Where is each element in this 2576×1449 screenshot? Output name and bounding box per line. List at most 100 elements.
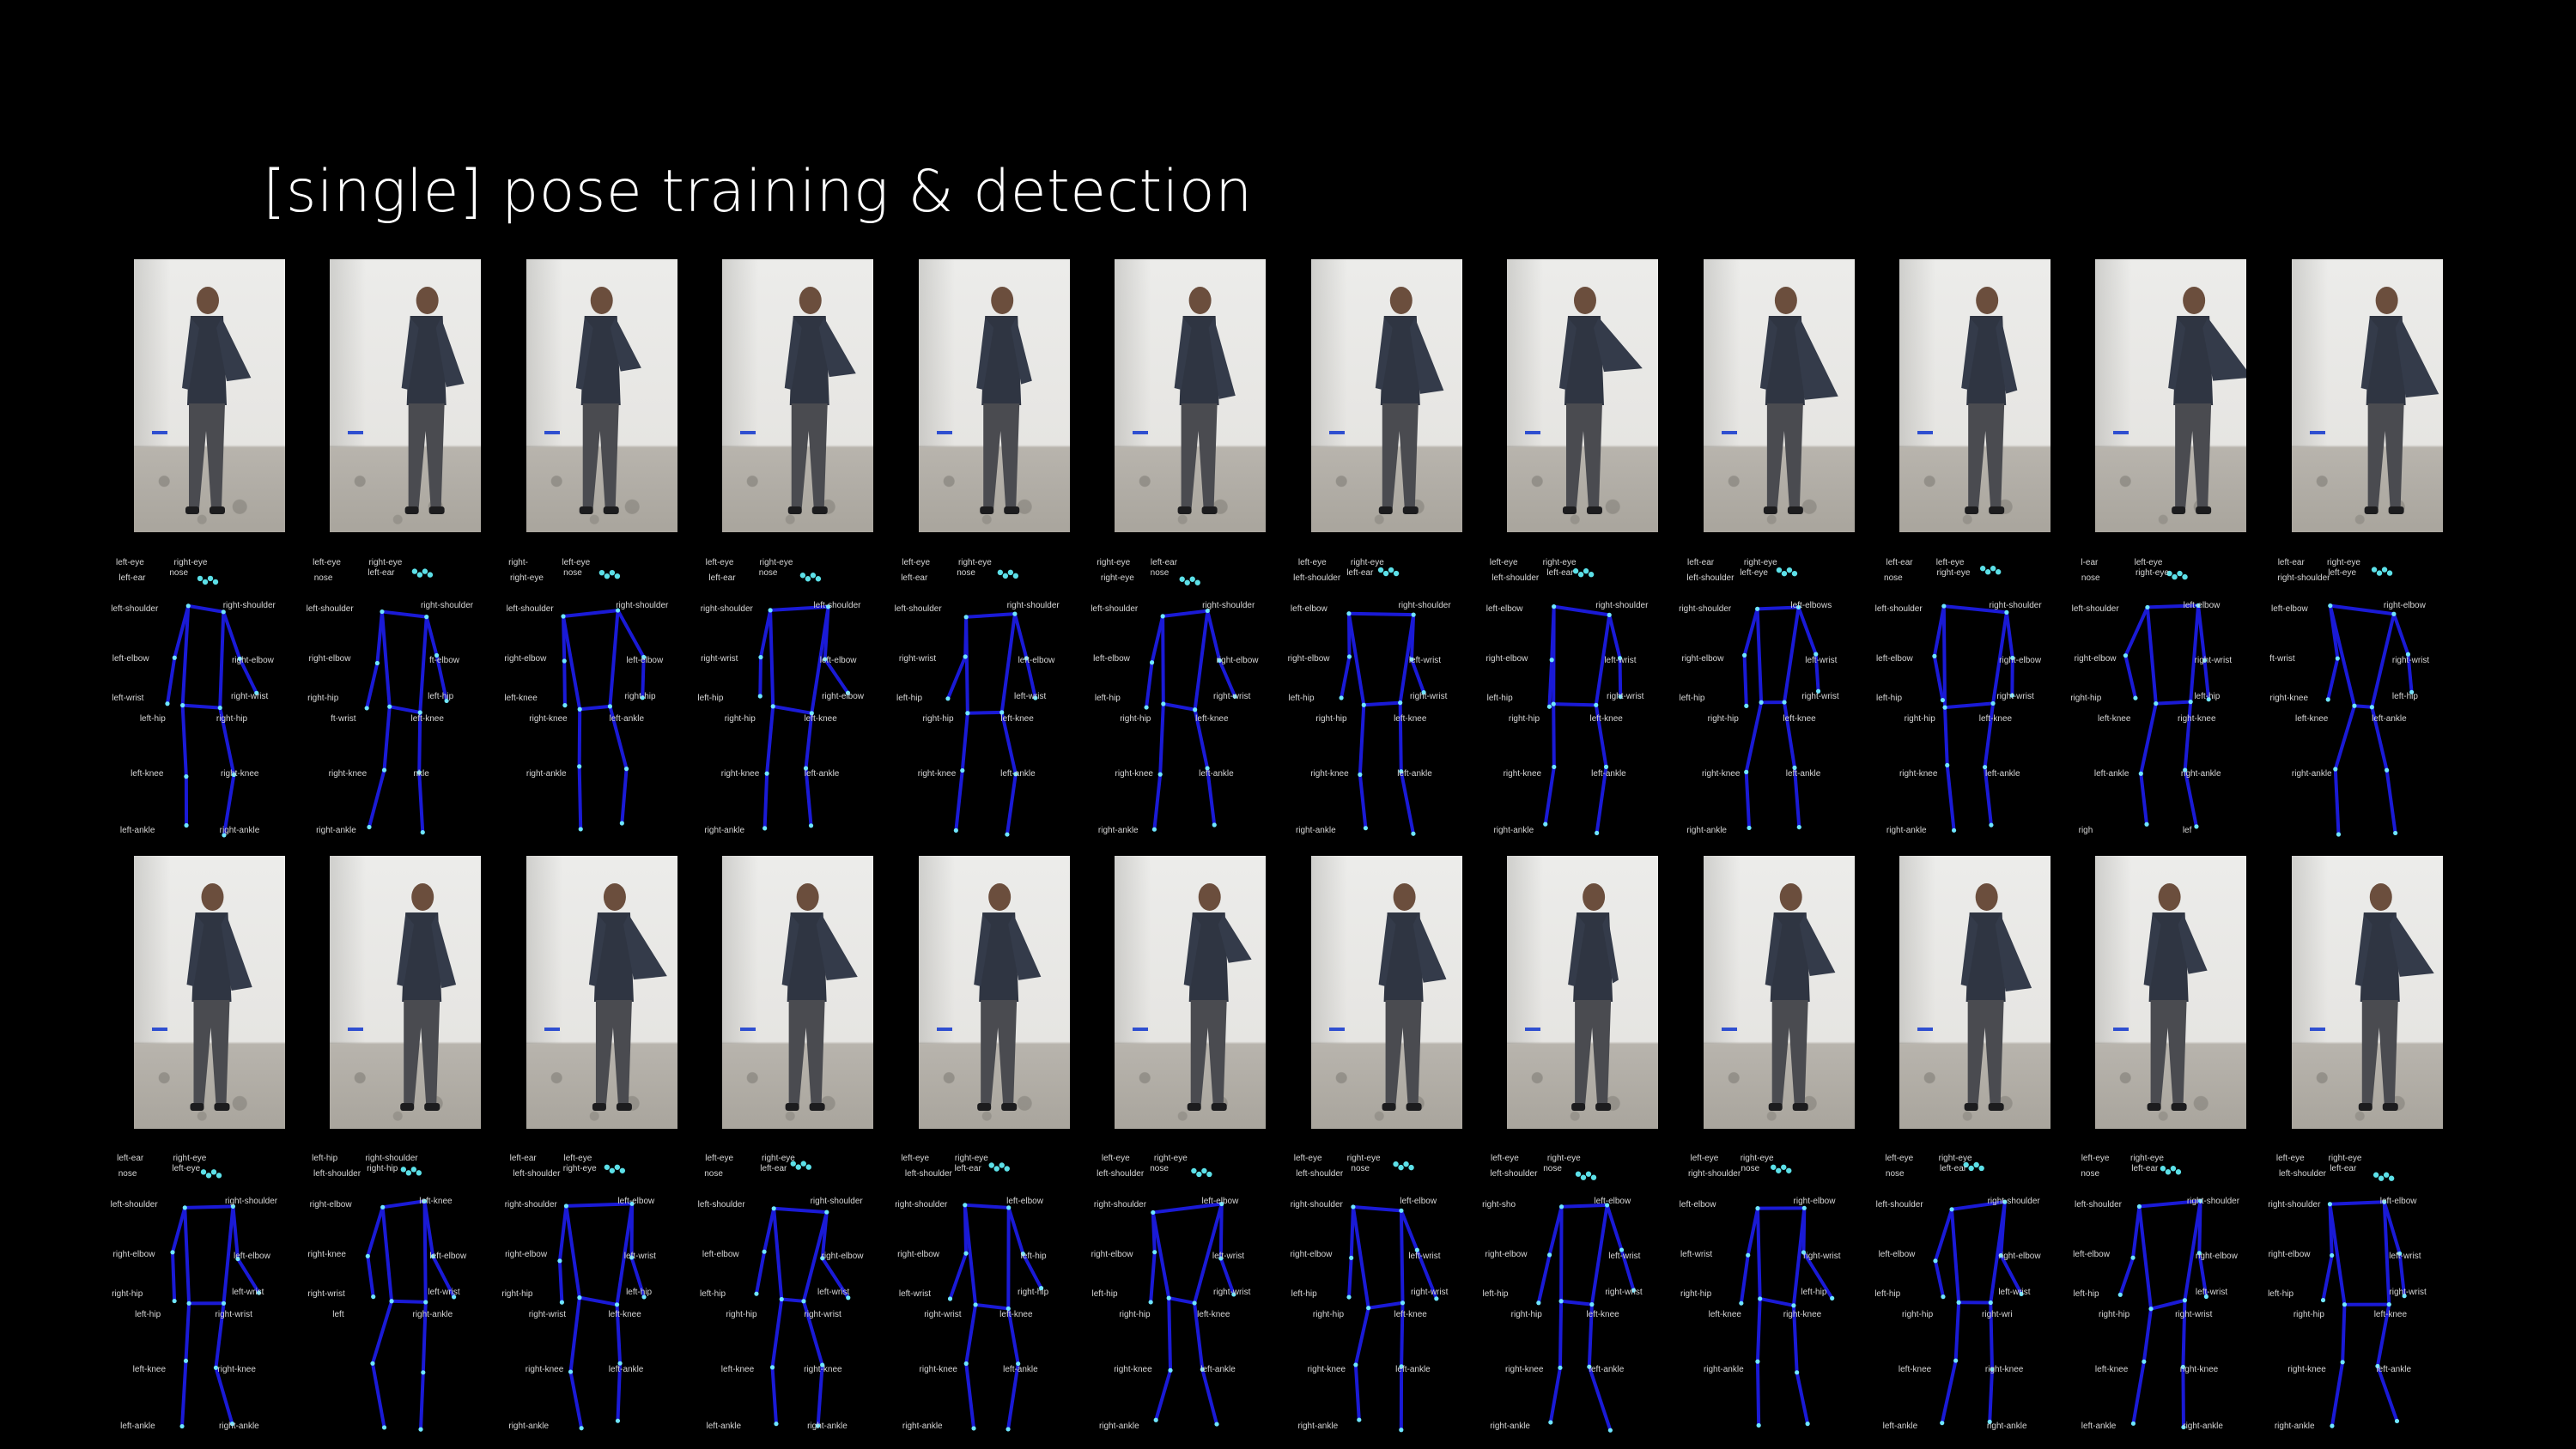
pose-skeleton: left-ear left-eye right-eye left-shoulder ri… (501, 1152, 700, 1444)
skeleton-bone (1932, 654, 1945, 702)
skeleton-bone (1358, 703, 1366, 777)
joint-keypoint (562, 658, 567, 664)
skeleton-bone (2196, 603, 2207, 663)
face-keypoint (416, 572, 423, 578)
face-keypoint (1776, 567, 1783, 573)
skeleton-bone (2375, 1364, 2399, 1423)
pose-skeleton: left-eye right-eye left-ear nose left-should… (1874, 1152, 2073, 1444)
keypoint-label: right-elbow (897, 1250, 940, 1259)
joint-keypoint (2375, 1363, 2380, 1369)
skeleton-bone (1989, 1300, 1995, 1372)
keypoint-label: right-shoulder (895, 1200, 948, 1210)
pose-skeleton: left-eye right-eye left-ear left-shoulder le… (1485, 556, 1680, 848)
joint-keypoint (2145, 604, 2150, 610)
pose-photo (1507, 856, 1658, 1129)
keypoint-label: left-shoulder (1492, 573, 1540, 583)
joint-keypoint (2391, 611, 2397, 616)
joint-keypoint (2182, 1298, 2188, 1303)
keypoint-label: right-knee (2180, 1365, 2219, 1374)
face-keypoint (1191, 1167, 1197, 1174)
keypoint-label: left-shoulder (1296, 1169, 1344, 1179)
joint-keypoint (1942, 705, 1947, 710)
face-keypoint (609, 1167, 616, 1173)
skeleton-bone (564, 1203, 581, 1300)
keypoint-label: right-shoulder (223, 601, 276, 610)
skeleton-bone (1991, 610, 2008, 706)
joint-keypoint (757, 694, 762, 699)
joint-keypoint (2203, 1294, 2208, 1300)
keypoint-label: right-ankle (220, 826, 260, 835)
keypoint-label: left-elbow (1093, 654, 1131, 664)
skeleton-bone (2330, 1360, 2345, 1428)
pose-photo (1115, 856, 1266, 1129)
skeleton-bone (1758, 1296, 1795, 1307)
skeleton-bone (370, 1361, 386, 1429)
skeleton-bone (1941, 604, 2008, 615)
keypoint-label: right-shoulder (811, 1197, 864, 1206)
joint-keypoint (1796, 824, 1801, 830)
skeleton-bone (578, 704, 612, 712)
keypoint-label: left-wrist (1408, 1252, 1440, 1261)
face-keypoint (2172, 573, 2178, 580)
pose-skeleton: left-eye right-eye nose left-ear left-should… (895, 556, 1092, 848)
face-keypoint (2166, 570, 2172, 577)
skeleton-bone (1983, 701, 1996, 769)
keypoint-label: right-hip (2293, 1310, 2325, 1319)
keypoint-label: left-eye (705, 1154, 733, 1163)
joint-keypoint (1153, 1417, 1158, 1422)
keypoint-label: left-shoulder (313, 1169, 361, 1179)
face-keypoint (1771, 1164, 1777, 1170)
keypoint-label: right-knee (1702, 769, 1741, 779)
keypoint-label: nose (563, 568, 582, 578)
joint-keypoint (256, 1290, 262, 1295)
face-keypoint (2378, 1175, 2385, 1181)
keypoint-label: left-knee (411, 714, 445, 724)
pose-photo (2292, 856, 2443, 1129)
skeleton-bone (801, 1299, 824, 1367)
joint-keypoint (1815, 688, 1821, 694)
keypoint-label: right-eye (1936, 568, 1970, 578)
joint-keypoint (820, 1362, 825, 1367)
keypoint-label: left-shoulder (895, 604, 943, 614)
keypoint-label: right-eye (955, 1154, 988, 1163)
keypoint-label: right-knee (721, 769, 760, 779)
joint-keypoint (2123, 653, 2129, 658)
keypoint-label: left-ear (1151, 558, 1178, 567)
keypoint-label: right-hip (1315, 714, 1347, 724)
joint-keypoint (1594, 702, 1599, 707)
skeleton-bone (424, 615, 439, 658)
keypoint-label: left-hip (626, 1288, 652, 1297)
joint-keypoint (1603, 764, 1609, 769)
skeleton-bone (1796, 605, 1818, 657)
keypoint-label: right-hip (1511, 1310, 1543, 1319)
skeleton-bone (1409, 658, 1426, 694)
joint-keypoint (387, 704, 392, 709)
keypoint-label: right-wrist (701, 654, 738, 664)
pose-photo (1311, 856, 1462, 1129)
skeleton-bone (557, 1258, 564, 1305)
skeleton-bone (431, 1254, 456, 1299)
keypoint-label: right-ankle (2183, 1422, 2223, 1431)
keypoint-label: left-shoulder (111, 604, 159, 614)
skeleton-bone (422, 1199, 428, 1304)
keypoint-label: left-elbow (1879, 1250, 1917, 1259)
joint-keypoint (1361, 702, 1366, 707)
keypoint-label: right-knee (1310, 769, 1349, 779)
face-keypoint (405, 1170, 412, 1176)
keypoint-label: left-knee (1589, 714, 1623, 724)
joint-keypoint (965, 711, 970, 716)
keypoint-label: right-eye (2136, 568, 2169, 578)
keypoint-label: left-ankle (707, 1422, 742, 1431)
face-keypoint (1580, 1174, 1587, 1180)
keypoint-label: left-ankle (1199, 769, 1234, 779)
face-keypoint (997, 569, 1004, 576)
keypoint-label: left-knee (999, 1310, 1033, 1319)
skeleton-bone (1589, 1203, 1609, 1307)
keypoint-label: left-shoulder (1686, 573, 1735, 583)
face-keypoint (1194, 579, 1200, 585)
pose-photo (919, 259, 1070, 532)
keypoint-label: left-elbow (1400, 1197, 1437, 1206)
joint-keypoint (1219, 1201, 1224, 1207)
face-keypoint (1382, 570, 1389, 577)
